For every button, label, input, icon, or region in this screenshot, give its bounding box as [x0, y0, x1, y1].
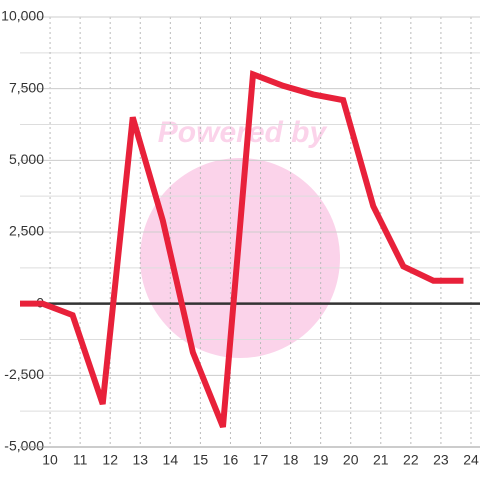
- x-tick-label: 20: [343, 452, 359, 468]
- x-tick-label: 14: [163, 452, 179, 468]
- x-tick-label: 12: [102, 452, 118, 468]
- x-tick-label: 13: [132, 452, 148, 468]
- y-tick-label: 2,500: [9, 223, 44, 239]
- watermark-text: Powered by: [158, 116, 328, 149]
- x-tick-label: 23: [433, 452, 449, 468]
- x-tick-label: 15: [193, 452, 209, 468]
- x-tick-label: 18: [283, 452, 299, 468]
- x-tick-label: 22: [403, 452, 419, 468]
- y-tick-label: 5,000: [9, 151, 44, 167]
- data-line: [20, 70, 464, 429]
- y-tick-label: -5,000: [4, 438, 44, 454]
- x-tick-label: 10: [42, 452, 58, 468]
- x-tick-label: 17: [253, 452, 269, 468]
- x-tick-label: 16: [223, 452, 239, 468]
- y-tick-label: 10,000: [1, 8, 44, 24]
- y-tick-label: -2,500: [4, 366, 44, 382]
- x-tick-label: 11: [73, 452, 88, 468]
- x-tick-label: 21: [373, 452, 389, 468]
- x-tick-label: 24: [463, 452, 479, 468]
- y-tick-label: 7,500: [9, 79, 44, 95]
- x-tick-label: 19: [313, 452, 329, 468]
